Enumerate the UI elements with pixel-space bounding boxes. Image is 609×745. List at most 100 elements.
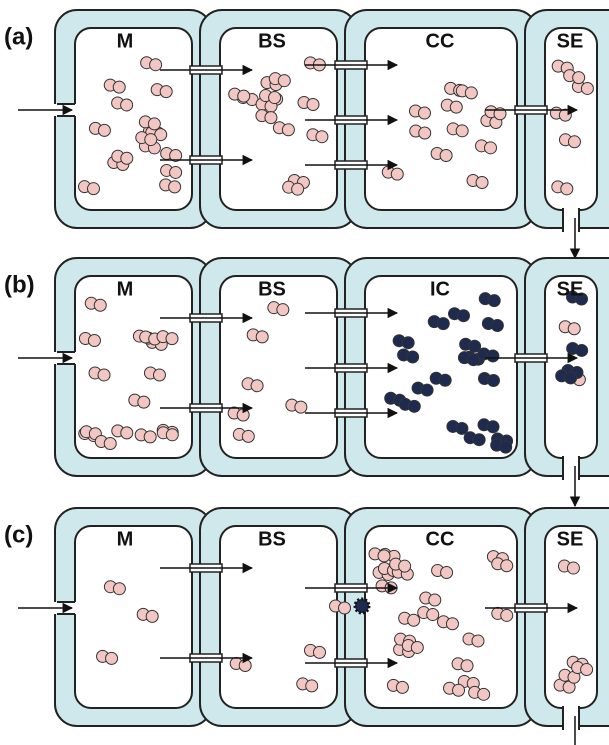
molecule: [166, 333, 178, 345]
molecule: [473, 434, 485, 446]
cell-interior: [220, 28, 337, 210]
molecule: [408, 614, 420, 626]
molecule: [88, 335, 100, 347]
molecule: [121, 99, 133, 111]
molecule: [446, 618, 458, 630]
molecule: [292, 183, 304, 195]
sieve-opening: [563, 208, 579, 232]
molecule: [106, 652, 118, 664]
sieve-opening: [563, 706, 579, 730]
panel-label: (b): [4, 271, 35, 298]
molecule: [121, 152, 133, 164]
panel: [53, 508, 609, 730]
cell-label: BS: [258, 278, 286, 300]
molecule: [242, 430, 254, 442]
molecule: [316, 131, 328, 143]
molecule: [113, 583, 125, 595]
panel: [53, 258, 609, 480]
cell-label: BS: [258, 528, 286, 550]
molecule: [160, 86, 172, 98]
panel: [53, 10, 609, 232]
cell-label: SE: [557, 278, 584, 300]
molecule: [113, 81, 125, 93]
molecule: [450, 101, 462, 113]
molecule: [307, 99, 319, 111]
molecule: [561, 183, 573, 195]
molecule: [458, 310, 470, 322]
cell-label: SE: [557, 528, 584, 550]
molecule: [138, 396, 150, 408]
molecule: [478, 688, 490, 700]
molecule: [88, 183, 100, 195]
cell-interior: [75, 526, 192, 708]
molecule: [418, 107, 430, 119]
molecule: [407, 351, 419, 363]
molecule: [501, 609, 513, 621]
molecule: [565, 372, 577, 384]
molecule: [378, 550, 390, 562]
molecule: [439, 374, 451, 386]
molecule: [339, 602, 351, 614]
molecule: [278, 75, 290, 87]
molecule: [453, 684, 465, 696]
molecule: [487, 350, 499, 362]
molecule: [391, 168, 403, 180]
molecule: [148, 118, 160, 130]
molecule: [568, 136, 580, 148]
molecule: [491, 320, 503, 332]
panel-label: (a): [4, 23, 33, 50]
molecule: [277, 304, 289, 316]
panel-label: (c): [4, 521, 33, 548]
molecule: [238, 90, 250, 102]
molecule: [282, 124, 294, 136]
molecule: [487, 374, 499, 386]
molecule: [421, 384, 433, 396]
cell-label: BS: [258, 30, 286, 52]
molecule: [153, 369, 165, 381]
molecule: [313, 646, 325, 658]
molecule: [169, 181, 181, 193]
molecule: [237, 409, 249, 421]
diagram: (a)MBSCCSE(b)MBSICSE(c)MBSCCSE: [0, 0, 609, 745]
molecule: [467, 354, 479, 366]
molecule: [576, 344, 588, 356]
molecule: [98, 369, 110, 381]
cell-label: M: [117, 30, 134, 52]
molecule: [402, 337, 414, 349]
molecule: [427, 609, 439, 621]
molecule: [166, 429, 178, 441]
molecule: [485, 142, 497, 154]
molecule: [441, 566, 453, 578]
molecule: [145, 134, 157, 146]
molecule: [295, 401, 307, 413]
molecule: [239, 660, 251, 672]
molecule: [465, 87, 477, 99]
molecule: [437, 318, 449, 330]
cell-label: M: [117, 528, 134, 550]
molecule: [501, 560, 513, 572]
molecule: [472, 635, 484, 647]
molecule: [500, 441, 512, 453]
molecule: [419, 127, 431, 139]
molecule: [456, 125, 468, 137]
molecule: [476, 176, 488, 188]
molecule: [150, 59, 162, 71]
molecule: [429, 594, 441, 606]
molecule: [98, 124, 110, 136]
cell-label: CC: [426, 30, 455, 52]
sieve-opening: [563, 456, 579, 480]
molecule: [144, 431, 156, 443]
molecule: [251, 380, 263, 392]
molecule: [461, 660, 473, 672]
molecule: [559, 109, 571, 121]
molecule: [146, 610, 158, 622]
cell-label: SE: [557, 30, 584, 52]
molecule: [573, 72, 585, 84]
molecule: [306, 680, 318, 692]
molecule: [440, 150, 452, 162]
cell-label: CC: [426, 528, 455, 550]
molecule: [269, 92, 281, 104]
molecule: [94, 299, 106, 311]
molecule: [568, 323, 580, 335]
molecule: [104, 438, 116, 450]
